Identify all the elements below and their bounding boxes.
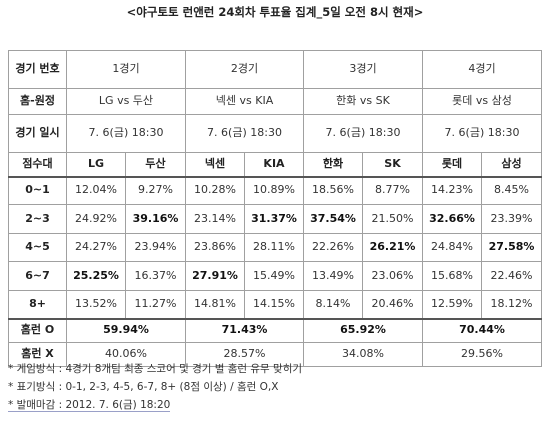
vote-rate-cell: 8.14%	[303, 290, 363, 319]
datetime-3: 7. 6(금) 18:30	[303, 114, 423, 153]
vote-rate-cell: 14.15%	[244, 290, 304, 319]
vote-rate-cell: 13.49%	[303, 261, 363, 291]
round-label: 경기 번호	[8, 50, 67, 89]
game-number-4: 4경기	[422, 50, 542, 89]
vote-rate-cell: 18.12%	[481, 290, 542, 319]
datetime-4: 7. 6(금) 18:30	[422, 114, 542, 153]
homerun-o-label: 홈런 O	[8, 317, 67, 343]
homerun-o-row: 홈런 O 59.94% 71.43% 65.92% 70.44%	[8, 317, 542, 343]
vote-rate-cell: 11.27%	[125, 290, 186, 319]
vote-rate-cell: 24.92%	[66, 204, 126, 234]
date-label: 경기 일시	[8, 114, 67, 153]
vote-rate-cell: 10.28%	[185, 176, 245, 205]
vote-rate-cell: 31.37%	[244, 204, 304, 234]
vote-rate-table: 경기 번호 1경기 2경기 3경기 4경기 홈-원정 LG vs 두산 넥센 v…	[8, 50, 542, 367]
table-body: 경기 번호 1경기 2경기 3경기 4경기 홈-원정 LG vs 두산 넥센 v…	[8, 50, 542, 367]
score-range-label: 8+	[8, 290, 67, 319]
vote-rate-cell: 23.86%	[185, 233, 245, 262]
vote-rate-cell: 16.37%	[125, 261, 186, 291]
team-home-4: 롯데	[422, 152, 482, 178]
score-row: 4~5 24.27% 23.94% 23.86% 28.11% 22.26% 26.21% 2…	[8, 233, 542, 262]
vote-rate-cell: 24.84%	[422, 233, 482, 262]
vote-rate-cell: 15.68%	[422, 261, 482, 291]
homerun-o-rate-2: 71.43%	[185, 317, 304, 343]
vote-rate-cell: 14.23%	[422, 176, 482, 205]
score-range-label: 6~7	[8, 261, 67, 291]
vote-rate-cell: 27.91%	[185, 261, 245, 291]
vote-rate-cell: 26.21%	[362, 233, 423, 262]
team-away-1: 두산	[125, 152, 186, 178]
game-number-2: 2경기	[185, 50, 304, 89]
score-range-label: 2~3	[8, 204, 67, 234]
datetime-row: 경기 일시 7. 6(금) 18:30 7. 6(금) 18:30 7. 6(금…	[8, 114, 542, 153]
game-number-1: 1경기	[66, 50, 186, 89]
vote-rate-cell: 32.66%	[422, 204, 482, 234]
vote-rate-cell: 37.54%	[303, 204, 363, 234]
datetime-2: 7. 6(금) 18:30	[185, 114, 304, 153]
team-home-2: 넥센	[185, 152, 245, 178]
score-row: 8+ 13.52% 11.27% 14.81% 14.15% 8.14% 20.46% 12.…	[8, 290, 542, 319]
score-row: 6~7 25.25% 16.37% 27.91% 15.49% 13.49% 23.06% 1…	[8, 261, 542, 291]
score-range-label: 0~1	[8, 176, 67, 205]
vote-rate-cell: 14.81%	[185, 290, 245, 319]
home-away-label: 홈-원정	[8, 88, 67, 115]
vote-rate-cell: 39.16%	[125, 204, 186, 234]
team-home-3: 한화	[303, 152, 363, 178]
matchup-2: 넥센 vs KIA	[185, 88, 304, 115]
homerun-o-rate-3: 65.92%	[303, 317, 423, 343]
homerun-x-label: 홈런 X	[8, 342, 67, 367]
vote-rate-cell: 25.25%	[66, 261, 126, 291]
note-notation: * 표기방식 : 0-1, 2-3, 4-5, 6-7, 8+ (8점 이상) …	[8, 381, 279, 393]
round-row: 경기 번호 1경기 2경기 3경기 4경기	[8, 50, 542, 89]
note-deadline-text: * 발매마감 : 2012. 7. 6(금) 18:20	[8, 399, 171, 412]
homerun-o-rate-4: 70.44%	[422, 317, 542, 343]
vote-rate-cell: 23.14%	[185, 204, 245, 234]
game-number-3: 3경기	[303, 50, 423, 89]
note-deadline: * 발매마감 : 2012. 7. 6(금) 18:20	[8, 396, 548, 414]
vote-rate-cell: 12.59%	[422, 290, 482, 319]
homerun-o-rate-1: 59.94%	[66, 317, 186, 343]
vote-rate-cell: 22.46%	[481, 261, 542, 291]
score-row: 0~1 12.04% 9.27% 10.28% 10.89% 18.56% 8.77% 14.…	[8, 176, 542, 205]
vote-rate-cell: 23.06%	[362, 261, 423, 291]
matchup-3: 한화 vs SK	[303, 88, 423, 115]
vote-rate-cell: 27.58%	[481, 233, 542, 262]
vote-rate-cell: 8.77%	[362, 176, 423, 205]
vote-rate-cell: 28.11%	[244, 233, 304, 262]
vote-rate-cell: 12.04%	[66, 176, 126, 205]
team-home-1: LG	[66, 152, 126, 178]
vote-rate-cell: 18.56%	[303, 176, 363, 205]
vote-rate-cell: 23.39%	[481, 204, 542, 234]
vote-rate-cell: 20.46%	[362, 290, 423, 319]
vote-rate-cell: 22.26%	[303, 233, 363, 262]
score-range-label: 4~5	[8, 233, 67, 262]
vote-rate-cell: 24.27%	[66, 233, 126, 262]
vote-rate-cell: 13.52%	[66, 290, 126, 319]
homerun-x-rate-1: 40.06%	[66, 342, 186, 367]
datetime-1: 7. 6(금) 18:30	[66, 114, 186, 153]
homerun-x-row: 홈런 X 40.06% 28.57% 34.08% 29.56%	[8, 342, 542, 367]
homerun-x-rate-4: 29.56%	[422, 342, 542, 367]
notes: * 게임방식 : 4경기 8개팀 최종 스코어 및 경기 별 홈런 유무 맞히기…	[8, 360, 548, 414]
vote-rate-cell: 23.94%	[125, 233, 186, 262]
page-title: <야구토토 런앤런 24회차 투표율 집계_5일 오전 8시 현재>	[126, 5, 424, 19]
vote-rate-cell: 9.27%	[125, 176, 186, 205]
team-header-row: 점수대 LG 두산 넥센 KIA 한화 SK 롯데 삼성	[8, 152, 542, 178]
homerun-x-rate-3: 34.08%	[303, 342, 423, 367]
team-away-2: KIA	[244, 152, 304, 178]
vote-rate-cell: 10.89%	[244, 176, 304, 205]
matchup-1: LG vs 두산	[66, 88, 186, 115]
vote-rate-cell: 21.50%	[362, 204, 423, 234]
score-label: 점수대	[8, 152, 67, 178]
matchup-4: 롯데 vs 삼성	[422, 88, 542, 115]
note-game-method: * 게임방식 : 4경기 8개팀 최종 스코어 및 경기 별 홈런 유무 맞히기	[8, 363, 303, 375]
vote-rate-cell: 8.45%	[481, 176, 542, 205]
vote-rate-cell: 15.49%	[244, 261, 304, 291]
team-away-3: SK	[362, 152, 423, 178]
score-row: 2~3 24.92% 39.16% 23.14% 31.37% 37.54% 21.50% 3…	[8, 204, 542, 234]
matchup-row: 홈-원정 LG vs 두산 넥센 vs KIA 한화 vs SK 롯데 vs 삼…	[8, 88, 542, 115]
team-away-4: 삼성	[481, 152, 542, 178]
